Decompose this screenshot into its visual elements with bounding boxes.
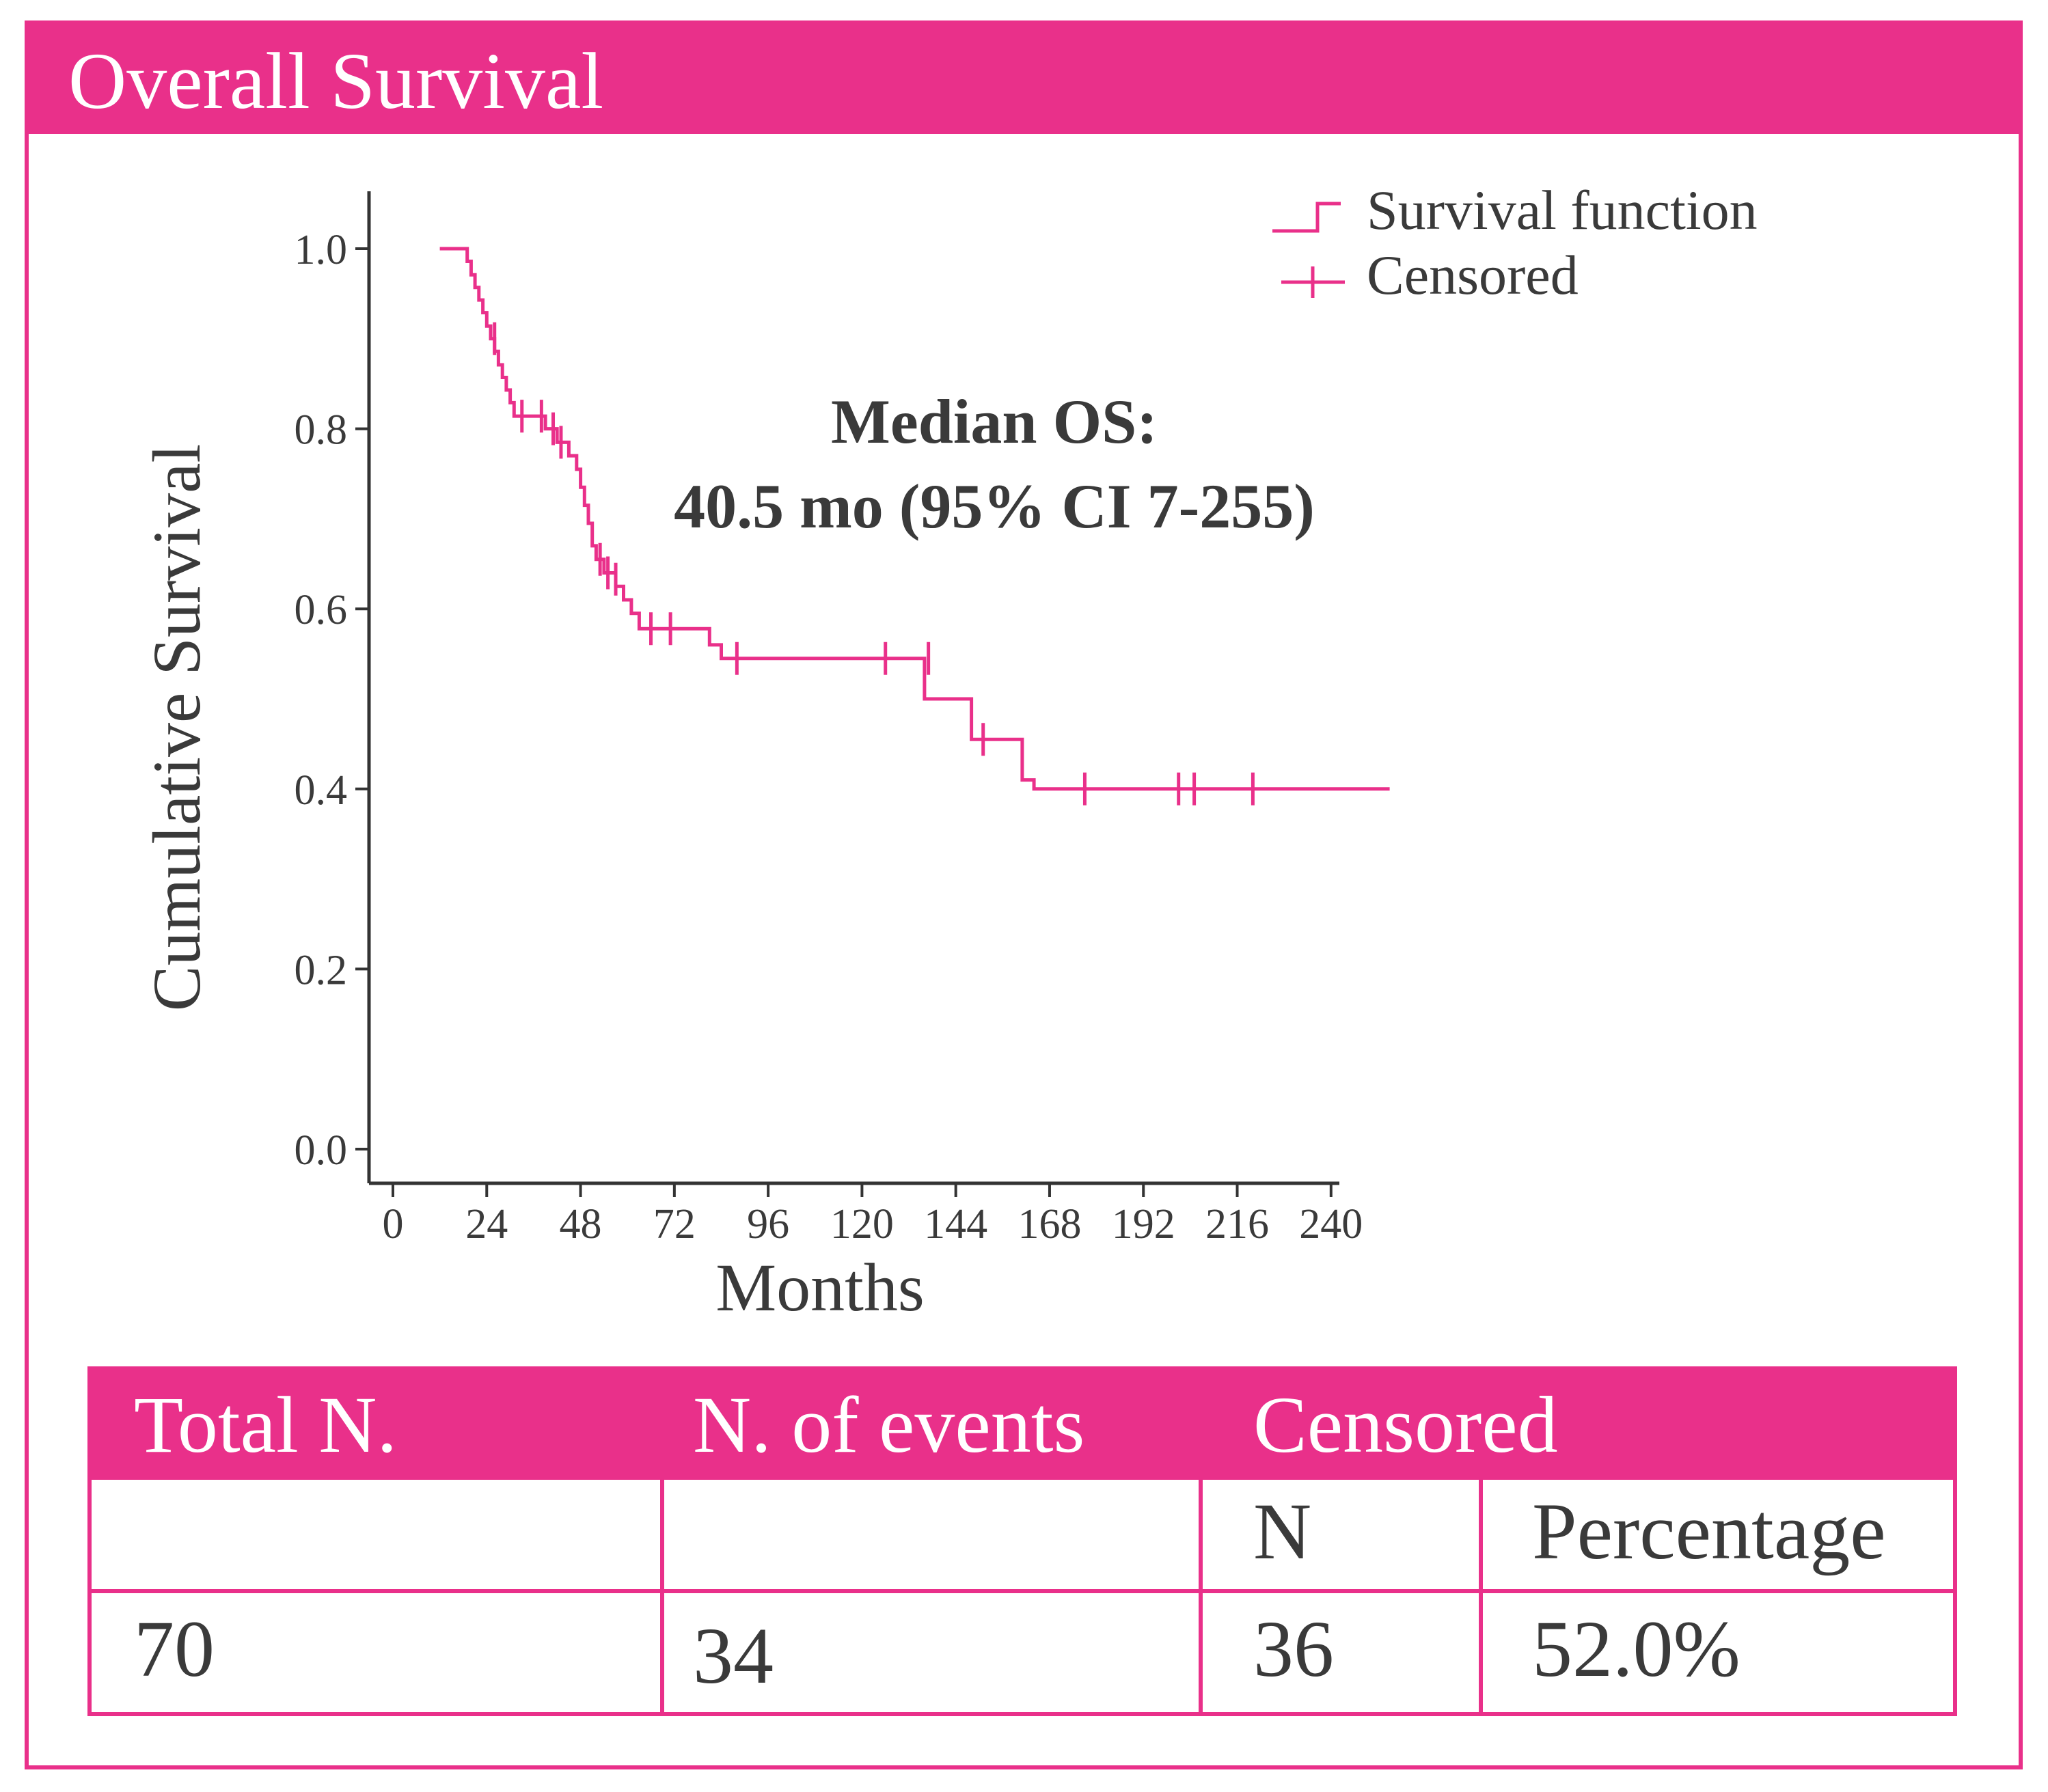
legend-survival-swatch [1272, 202, 1341, 233]
cell-censored-n: 36 [1253, 1604, 1334, 1694]
x-axis-label: Months [715, 1250, 925, 1325]
cell-total-n: 70 [134, 1604, 215, 1694]
y-tick-label: 0.8 [295, 407, 348, 454]
stats-header-row: Total N. N. of events Censored [92, 1370, 1953, 1480]
panel-title: Overall Survival [68, 36, 604, 126]
y-tick-label: 0.4 [295, 767, 348, 814]
x-tick-label: 72 [653, 1201, 696, 1247]
col-divider-3 [1479, 1480, 1483, 1716]
cell-censored-percentage: 52.0% [1532, 1604, 1740, 1694]
legend-censored-label: Censored [1367, 244, 1579, 306]
x-tick-label: 144 [924, 1201, 987, 1247]
median-os-label: Median OS: [831, 387, 1158, 456]
chart-axes [367, 191, 1339, 1185]
x-tick-label: 216 [1205, 1201, 1269, 1247]
x-tick-label: 48 [560, 1201, 602, 1247]
survival-function-line [439, 247, 1390, 791]
subheader-n: N [1253, 1487, 1312, 1576]
x-tick-label: 0 [383, 1201, 404, 1247]
x-tick-label: 240 [1299, 1201, 1363, 1247]
row-divider [92, 1589, 1953, 1593]
survival-chart: 0.0 0.2 0.4 0.6 0.8 1.0 0 24 48 72 96 120 144 168 192 2… [139, 179, 1758, 1325]
x-tick-label: 120 [830, 1201, 894, 1247]
chart-legend: Survival function Censored [1272, 179, 1758, 306]
tick-marks: 0.0 0.2 0.4 0.6 0.8 1.0 0 24 48 72 96 120 144 168 192 2… [295, 227, 1363, 1247]
panel-header: Overall Survival [29, 25, 2019, 134]
x-tick-label: 96 [747, 1201, 789, 1247]
header-censored: Censored [1253, 1380, 1558, 1470]
subheader-percentage: Percentage [1532, 1487, 1886, 1576]
col-divider-1 [660, 1480, 664, 1716]
stats-table: Total N. N. of events Censored N Percent… [87, 1366, 1957, 1716]
y-tick-label: 1.0 [295, 227, 348, 273]
cell-n-events: 34 [693, 1611, 774, 1700]
survival-curve-layer [439, 247, 1390, 791]
x-tick-label: 168 [1018, 1201, 1081, 1247]
header-total-n: Total N. [134, 1380, 397, 1470]
y-tick-label: 0.0 [295, 1127, 348, 1174]
x-tick-label: 192 [1112, 1201, 1175, 1247]
overall-survival-panel: Overall Survival [25, 20, 2023, 1769]
legend-survival-label: Survival function [1367, 179, 1758, 241]
col-divider-2 [1199, 1480, 1203, 1716]
y-axis-label: Cumulative Survival [139, 444, 215, 1011]
x-tick-label: 24 [465, 1201, 508, 1247]
header-n-events: N. of events [693, 1380, 1085, 1470]
y-tick-label: 0.2 [295, 947, 348, 993]
censor-marks-layer [493, 322, 1255, 805]
y-tick-label: 0.6 [295, 587, 348, 633]
median-os-value: 40.5 mo (95% CI 7-255) [674, 471, 1315, 541]
